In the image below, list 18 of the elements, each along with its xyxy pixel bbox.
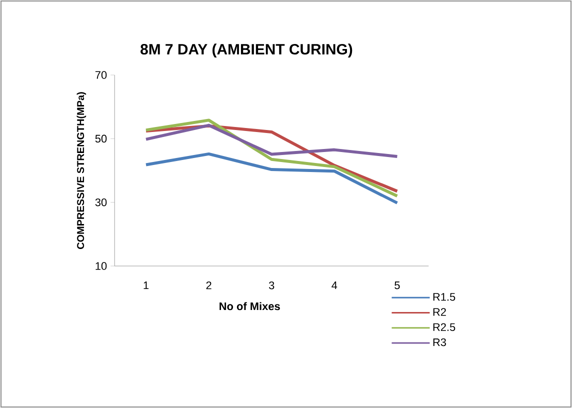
chart-title: 8M 7 DAY (AMBIENT CURING): [140, 44, 352, 58]
y-tick-label: 30: [95, 198, 107, 206]
x-tick-label: 3: [268, 282, 274, 290]
x-tick-label: 1: [144, 282, 149, 290]
legend-label: R2: [433, 308, 446, 316]
line-series: [144, 124, 399, 158]
x-axis-title: No of Mixes: [220, 302, 280, 310]
y-tick-label: 50: [95, 134, 107, 143]
x-tick-label: 2: [206, 282, 212, 290]
line-series: [144, 152, 399, 204]
legend-label: R3: [433, 338, 446, 346]
legend-label: R1.5: [433, 293, 456, 301]
y-axis-title: COMPRESSIVE STRENGTH(MPa): [76, 92, 86, 249]
y-tick-label: 70: [95, 71, 107, 79]
legend-label: R2.5: [433, 323, 456, 332]
x-tick-label: 5: [394, 282, 400, 290]
y-tick-label: 10: [96, 262, 107, 270]
x-tick-label: 4: [332, 282, 338, 290]
